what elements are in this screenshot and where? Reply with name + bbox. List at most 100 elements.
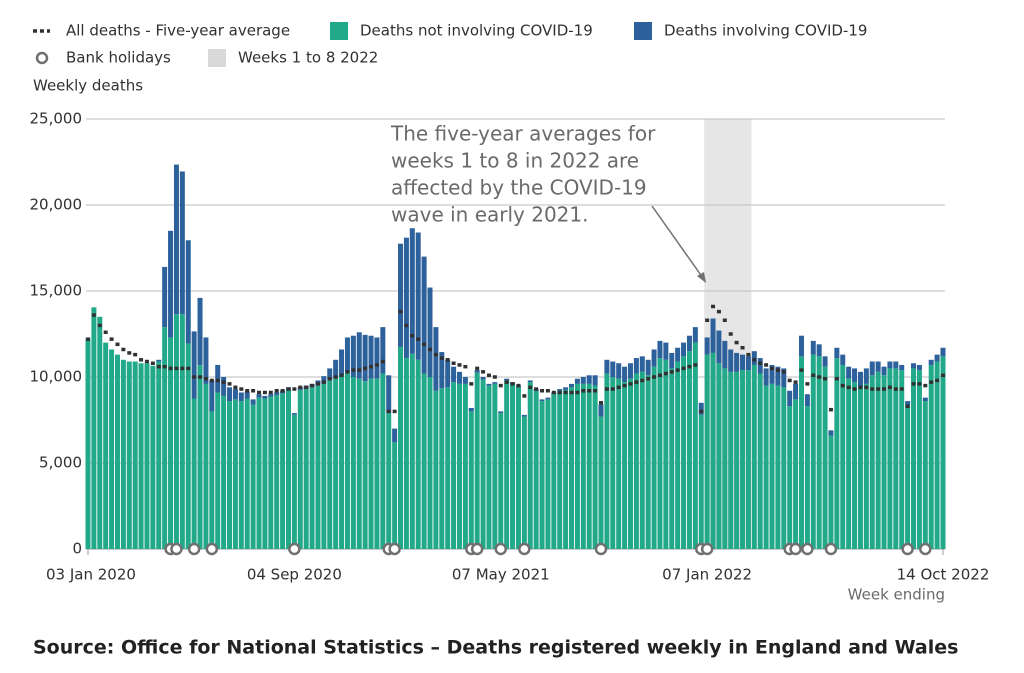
bar-non-covid — [846, 378, 852, 549]
bar-non-covid — [262, 398, 268, 549]
bar-covid — [710, 318, 716, 353]
bar-covid — [881, 366, 887, 376]
bar-non-covid — [627, 378, 633, 549]
bar-covid — [675, 347, 681, 362]
bar-non-covid — [610, 377, 616, 549]
bar-non-covid — [227, 401, 233, 549]
x-tick-label: 03 Jan 2020 — [46, 566, 136, 584]
bar-non-covid — [356, 378, 362, 549]
bar-non-covid — [881, 375, 887, 549]
bar-covid — [409, 228, 415, 354]
bar-covid — [810, 340, 816, 355]
bar-non-covid — [822, 366, 828, 549]
bar-covid — [598, 404, 604, 417]
bar-non-covid — [681, 356, 687, 549]
bar-covid — [586, 375, 592, 384]
bar-covid — [468, 407, 474, 412]
bank-holiday-marker — [205, 542, 219, 556]
bar-non-covid — [728, 371, 734, 549]
bar-covid — [899, 364, 905, 371]
bar-covid — [445, 359, 451, 388]
bar-covid — [474, 370, 480, 373]
bar-non-covid — [563, 389, 569, 549]
bar-non-covid — [203, 383, 209, 549]
bar-non-covid — [580, 383, 586, 549]
annotation-line: wave in early 2021. — [391, 203, 589, 227]
bar-non-covid — [162, 327, 168, 549]
bar-non-covid — [757, 373, 763, 549]
bar-covid — [740, 354, 746, 371]
bar-non-covid — [456, 383, 462, 549]
bar-non-covid — [769, 383, 775, 549]
legend-label: All deaths - Five-year average — [66, 22, 290, 40]
bar-non-covid — [126, 361, 132, 549]
bar-covid — [645, 359, 651, 376]
bar-non-covid — [781, 387, 787, 549]
bar-non-covid — [793, 399, 799, 549]
bank-holiday-marker — [700, 542, 714, 556]
bar-covid — [822, 356, 828, 367]
bar-covid — [698, 402, 704, 415]
bank-holiday-marker — [388, 542, 401, 556]
bar-covid — [722, 340, 728, 369]
bar-covid — [834, 347, 840, 359]
bar-covid — [439, 352, 445, 389]
bar-non-covid — [209, 411, 215, 549]
bar-non-covid — [857, 387, 863, 549]
bar-non-covid — [698, 414, 704, 549]
bar-covid — [368, 335, 374, 379]
bar-non-covid — [592, 385, 598, 549]
bar-non-covid — [686, 351, 692, 549]
bar-non-covid — [663, 359, 669, 549]
bar-non-covid — [539, 401, 545, 549]
bar-non-covid — [303, 389, 309, 549]
bar-non-covid — [787, 406, 793, 549]
bar-covid — [539, 399, 545, 402]
bar-covid — [262, 395, 268, 399]
bar-non-covid — [150, 365, 156, 549]
bar-covid — [344, 337, 350, 372]
y-tick-label: 20,000 — [30, 196, 83, 214]
bank-holiday-marker — [789, 542, 802, 556]
bar-covid — [191, 331, 197, 399]
bar-non-covid — [586, 383, 592, 549]
bar-non-covid — [421, 373, 427, 549]
bar-covid — [197, 297, 203, 365]
x-tick-label: 07 Jan 2022 — [662, 566, 752, 584]
bar-non-covid — [669, 368, 675, 549]
annotation-line: The five-year averages for — [390, 122, 656, 146]
bar-non-covid — [498, 413, 504, 549]
bank-holiday-marker — [187, 542, 201, 556]
bar-non-covid — [386, 413, 392, 549]
bar-non-covid — [557, 390, 563, 549]
bar-covid — [639, 356, 645, 372]
bar-non-covid — [887, 368, 893, 549]
bar-non-covid — [616, 378, 622, 549]
bar-covid — [911, 363, 917, 369]
bar-covid — [398, 243, 404, 347]
bar-covid — [504, 378, 510, 381]
bar-covid — [928, 359, 934, 365]
bar-covid — [893, 361, 899, 369]
bar-non-covid — [215, 392, 221, 549]
bar-non-covid — [280, 393, 286, 549]
bar-covid — [386, 375, 392, 414]
bar-non-covid — [551, 394, 557, 549]
bar-non-covid — [362, 381, 368, 549]
bar-covid — [521, 414, 527, 417]
bar-non-covid — [692, 342, 698, 549]
bar-covid — [563, 387, 569, 390]
bar-covid — [745, 356, 751, 371]
y-tick-label: 5,000 — [39, 454, 82, 472]
bar-covid — [580, 377, 586, 384]
legend-label: Deaths not involving COVID-19 — [360, 22, 593, 40]
bar-covid — [728, 349, 734, 372]
bar-covid — [256, 394, 262, 398]
bank-holiday-marker — [170, 542, 183, 556]
legend-swatch — [634, 22, 652, 40]
bar-covid — [669, 352, 675, 369]
bar-covid — [574, 378, 580, 384]
legend-label: Weeks 1 to 8 2022 — [238, 49, 378, 67]
